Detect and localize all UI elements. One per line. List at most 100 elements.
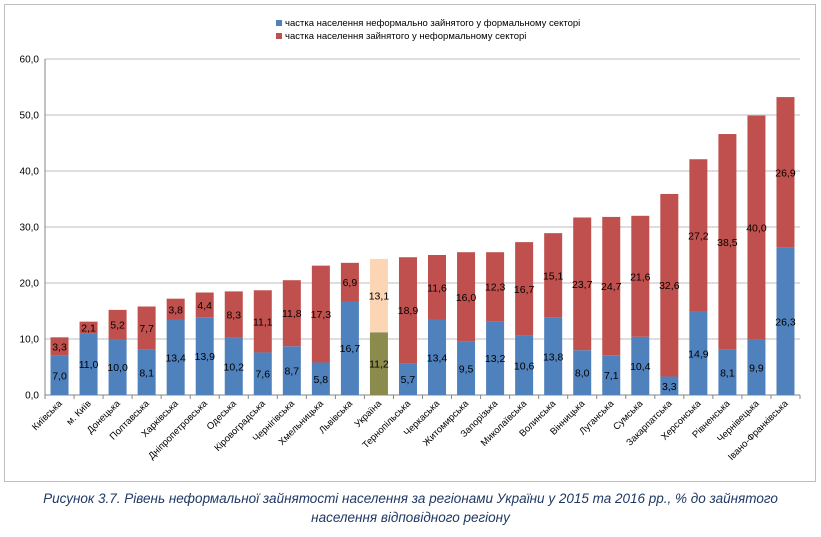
bar-segment-series-2 (166, 298, 185, 320)
data-label-series-1: 11,0 (79, 359, 99, 371)
bar-segment-series-2 (50, 337, 69, 356)
data-label-series-1: 8,7 (285, 366, 300, 378)
bar-segment-series-1 (311, 362, 330, 395)
data-label-series-1: 13,2 (485, 353, 506, 365)
data-label-series-1: 7,6 (255, 369, 270, 381)
data-label-series-2: 2,1 (81, 323, 96, 335)
bar-segment-series-1 (602, 355, 621, 395)
data-label-series-1: 26,3 (775, 316, 796, 328)
data-label-series-2: 32,6 (659, 280, 680, 292)
data-label-series-2: 11,6 (427, 282, 447, 294)
data-label-series-2: 11,1 (253, 316, 273, 328)
bar-chart: 0,0 10,0 20,0 30,0 40,0 50,0 60,0 7,0 3,3 Київськ… (20, 18, 801, 463)
y-tick-label: 40,0 (20, 167, 40, 178)
bar-segment-series-1 (573, 350, 592, 395)
y-tick-label: 10,0 (20, 335, 40, 346)
data-label-series-2: 3,8 (168, 304, 183, 316)
data-label-series-1: 13,4 (427, 352, 448, 364)
bar-segment-series-1 (689, 311, 708, 395)
data-label-series-2: 12,3 (485, 282, 506, 294)
data-label-series-2: 13,1 (369, 291, 390, 303)
y-tick-label: 0,0 (25, 391, 39, 402)
bar-segment-series-1 (253, 352, 272, 395)
bar-segment-series-2 (79, 321, 98, 334)
data-label-series-1: 13,4 (165, 352, 186, 364)
legend-marker-series-1 (276, 20, 282, 26)
bar-segment-series-2 (340, 262, 359, 302)
data-label-series-1: 11,2 (369, 359, 389, 371)
bar-segment-series-1 (166, 319, 185, 395)
data-label-series-2: 8,3 (226, 310, 241, 322)
legend-label-series-1: частка населення неформально зайнятого у… (285, 18, 580, 29)
bar-segment-series-2 (398, 257, 417, 364)
figure-caption-line-2: населення відповідного регіону (311, 510, 510, 525)
bar-segment-series-2 (282, 280, 301, 347)
bar-segment-series-1 (79, 333, 98, 395)
data-label-series-1: 9,5 (459, 363, 474, 375)
bar-segment-series-2 (515, 242, 534, 336)
bar-segment-series-1 (369, 332, 388, 395)
data-label-series-1: 10,6 (514, 360, 535, 372)
legend-marker-series-2 (276, 33, 282, 39)
bar-segment-series-2 (718, 134, 737, 350)
data-label-series-2: 6,9 (343, 277, 358, 289)
bar-segment-series-2 (311, 265, 330, 363)
data-label-series-1: 13,9 (194, 351, 215, 363)
bar-segment-series-2 (631, 215, 650, 337)
data-label-series-2: 26,9 (775, 167, 796, 179)
bar-segment-series-2 (253, 290, 272, 353)
data-label-series-1: 5,8 (314, 374, 329, 386)
bar-segment-series-1 (50, 355, 69, 395)
bar-segment-series-1 (631, 336, 650, 395)
bar-segment-series-2 (457, 252, 476, 342)
bar-segment-series-1 (776, 247, 795, 395)
data-label-series-1: 10,2 (224, 361, 245, 373)
bar-segment-series-2 (747, 115, 766, 340)
legend-label-series-2: частка населення зайнятого у неформально… (285, 31, 526, 42)
data-label-series-1: 5,7 (401, 374, 416, 386)
data-label-series-2: 4,4 (197, 300, 212, 312)
data-label-series-2: 17,3 (311, 309, 332, 321)
data-label-series-2: 38,5 (717, 237, 738, 249)
data-label-series-1: 13,8 (543, 351, 564, 363)
bar-segment-series-1 (515, 335, 534, 395)
data-label-series-1: 16,7 (340, 343, 361, 355)
y-tick-label: 20,0 (20, 279, 40, 290)
data-label-series-1: 7,0 (52, 370, 67, 382)
bar-segment-series-1 (747, 339, 766, 395)
bar-segment-series-2 (544, 233, 563, 318)
data-label-series-1: 7,1 (604, 370, 619, 382)
figure-caption-line-1: Рисунок 3.7. Рівень неформальної зайнято… (43, 491, 778, 506)
data-label-series-2: 3,3 (52, 342, 67, 354)
bar-segment-series-2 (137, 306, 156, 350)
bar-segment-series-1 (282, 346, 301, 395)
data-label-series-2: 21,6 (630, 271, 651, 283)
bar-segment-series-1 (486, 321, 505, 395)
data-label-series-2: 11,8 (282, 308, 302, 320)
data-label-series-2: 16,0 (456, 292, 477, 304)
bar-segment-series-2 (369, 258, 388, 333)
bar-segment-series-1 (340, 301, 359, 395)
data-label-series-1: 14,9 (688, 348, 709, 360)
bar-segment-series-2 (776, 97, 795, 248)
x-tick-label: Кіровоградська (213, 398, 269, 454)
y-tick-label: 30,0 (20, 223, 40, 234)
data-label-series-1: 8,0 (575, 368, 590, 380)
bar-segment-series-2 (573, 217, 592, 351)
y-tick-label: 50,0 (20, 111, 40, 122)
bar-segment-series-1 (544, 317, 563, 395)
bar-segment-series-1 (718, 349, 737, 395)
data-label-series-1: 9,9 (749, 362, 764, 374)
bar-segment-series-2 (428, 255, 447, 320)
bar-segment-series-2 (224, 291, 243, 338)
data-label-series-2: 40,0 (746, 223, 767, 235)
bar-segment-series-2 (689, 159, 708, 312)
data-label-series-2: 7,7 (139, 323, 154, 335)
y-tick-label: 60,0 (20, 55, 40, 66)
data-label-series-2: 15,1 (543, 270, 564, 282)
data-label-series-2: 16,7 (514, 284, 535, 296)
data-label-series-1: 8,1 (720, 367, 735, 379)
bar-segment-series-1 (660, 376, 679, 395)
data-label-series-1: 10,4 (630, 361, 651, 373)
bar-segment-series-1 (108, 339, 127, 395)
